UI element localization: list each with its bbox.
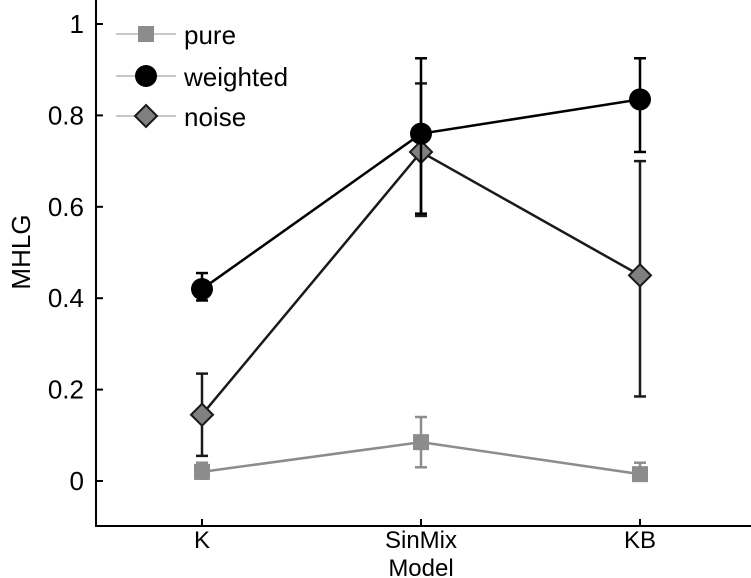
y-tick-label: 0.2: [48, 375, 84, 405]
axes: [95, 0, 751, 527]
weighted-point: [410, 122, 432, 145]
noise-point: [189, 402, 215, 428]
legend-marker-pure: [138, 26, 154, 42]
y-tick-label: 0.8: [48, 100, 84, 130]
series-weighted: [191, 57, 651, 302]
weighted-point: [629, 88, 651, 111]
x-tick-label: KB: [624, 527, 656, 554]
x-axis-label: Model: [388, 555, 453, 578]
noise-point: [627, 262, 653, 288]
x-tick-label: SinMix: [385, 527, 457, 554]
legend-label-noise: noise: [184, 102, 246, 132]
pure-point: [632, 466, 648, 483]
legend-marker-noise: [133, 103, 159, 129]
y-axis-label: MHLG: [6, 214, 36, 289]
x-tick-label: K: [194, 527, 210, 554]
y-tick-label: 0.6: [48, 192, 84, 222]
y-tick-label: 0.4: [48, 283, 84, 313]
pure-point: [413, 434, 429, 451]
legend-label-pure: pure: [184, 20, 236, 50]
weighted-point: [191, 278, 213, 301]
pure-point: [194, 463, 210, 480]
legend: pure weighted noise: [116, 20, 288, 132]
series-pure: [194, 415, 648, 483]
legend-label-weighted: weighted: [183, 62, 288, 92]
y-tick-label: 0: [70, 466, 84, 496]
legend-marker-weighted: [135, 65, 157, 87]
y-tick-label: 1: [70, 9, 84, 39]
